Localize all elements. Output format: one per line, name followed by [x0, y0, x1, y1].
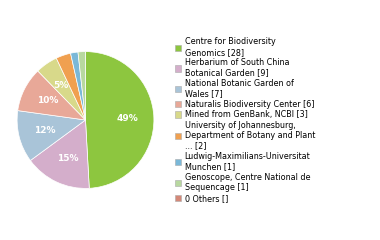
Text: 49%: 49% [117, 114, 139, 123]
Wedge shape [56, 53, 86, 120]
Wedge shape [17, 111, 85, 161]
Text: 5%: 5% [54, 81, 69, 90]
Wedge shape [18, 71, 86, 120]
Wedge shape [78, 52, 86, 120]
Wedge shape [38, 58, 86, 120]
Wedge shape [86, 52, 154, 188]
Wedge shape [30, 120, 89, 188]
Text: 15%: 15% [57, 154, 78, 163]
Text: 10%: 10% [37, 96, 59, 105]
Text: 12%: 12% [34, 126, 55, 135]
Wedge shape [71, 52, 86, 120]
Legend: Centre for Biodiversity
Genomics [28], Herbarium of South China
Botanical Garden: Centre for Biodiversity Genomics [28], H… [175, 37, 315, 203]
